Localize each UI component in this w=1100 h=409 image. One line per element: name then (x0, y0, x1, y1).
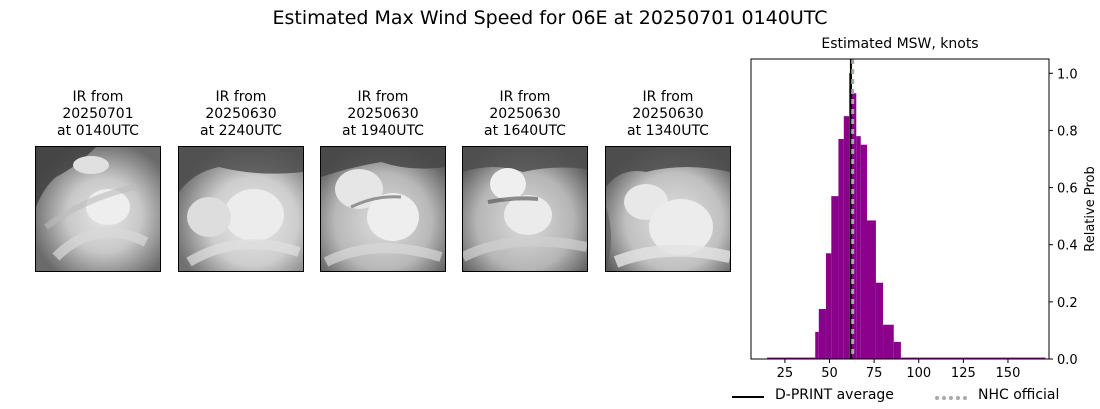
histogram-bar (818, 309, 826, 359)
y-tick-label: 0.2 (1057, 296, 1078, 311)
ir-satellite-image (35, 146, 161, 272)
ir-panel-3: IR from 20250630 at 1940UTC (320, 89, 446, 272)
ir-panel-2: IR from 20250630 at 2240UTC (178, 89, 304, 272)
ir-panel-title: IR from 20250701 at 0140UTC (57, 89, 139, 139)
ir-panel-title: IR from 20250630 at 1940UTC (342, 89, 424, 139)
x-tick-label: 75 (866, 366, 883, 381)
x-tick-label: 125 (951, 366, 976, 381)
histogram-bar (831, 196, 839, 359)
x-tick-label: 150 (996, 366, 1021, 381)
ir-panel-1: IR from 20250701 at 0140UTC (35, 89, 161, 272)
histogram-bar (843, 116, 850, 360)
histogram-bar (851, 93, 857, 360)
y-tick-label: 0.6 (1057, 182, 1078, 197)
x-tick-label: 100 (906, 366, 931, 381)
histogram-bar (866, 220, 876, 359)
dprint-legend-line-icon (732, 396, 764, 398)
y-tick-label: 0.4 (1057, 239, 1078, 254)
histogram-bar (856, 136, 861, 359)
plot-frame (750, 58, 1050, 360)
histogram-bar (838, 139, 844, 359)
x-tick-label: 25 (777, 366, 794, 381)
y-tick-label: 0.8 (1057, 124, 1078, 139)
ir-satellite-image (605, 146, 731, 272)
ir-panel-title: IR from 20250630 at 1340UTC (627, 89, 709, 139)
ir-panel-title: IR from 20250630 at 2240UTC (200, 89, 282, 139)
histogram-bar (883, 324, 894, 359)
histogram-bar (767, 357, 816, 359)
chart-title: Estimated MSW, knots (821, 36, 979, 52)
histogram-bar (900, 357, 1046, 359)
nhc-legend-line-icon (935, 396, 967, 400)
histogram-bar (875, 282, 884, 359)
histogram-bar (815, 331, 819, 359)
histogram-bar (825, 253, 832, 359)
ir-panel-4: IR from 20250630 at 1640UTC (462, 89, 588, 272)
y-tick-label: 1.0 (1057, 67, 1078, 82)
ir-satellite-image (178, 146, 304, 272)
y-axis-label: Relative Prob (1083, 166, 1098, 251)
histogram-bar (860, 144, 867, 359)
y-tick-label: 0.0 (1057, 353, 1078, 368)
histogram-bar (893, 341, 901, 359)
ir-panel-5: IR from 20250630 at 1340UTC (605, 89, 731, 272)
dprint-legend-label: D-PRINT average (775, 387, 894, 403)
ir-satellite-image (320, 146, 446, 272)
x-tick-label: 50 (821, 366, 838, 381)
figure-title: Estimated Max Wind Speed for 06E at 2025… (272, 7, 828, 29)
ir-panel-title: IR from 20250630 at 1640UTC (484, 89, 566, 139)
nhc-legend-label: NHC official (978, 387, 1060, 403)
ir-satellite-image (462, 146, 588, 272)
